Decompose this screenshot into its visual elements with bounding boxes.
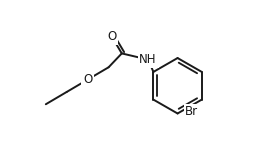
Text: NH: NH	[139, 53, 156, 66]
Text: Br: Br	[185, 105, 198, 118]
Text: O: O	[107, 30, 116, 43]
Text: O: O	[83, 73, 92, 86]
